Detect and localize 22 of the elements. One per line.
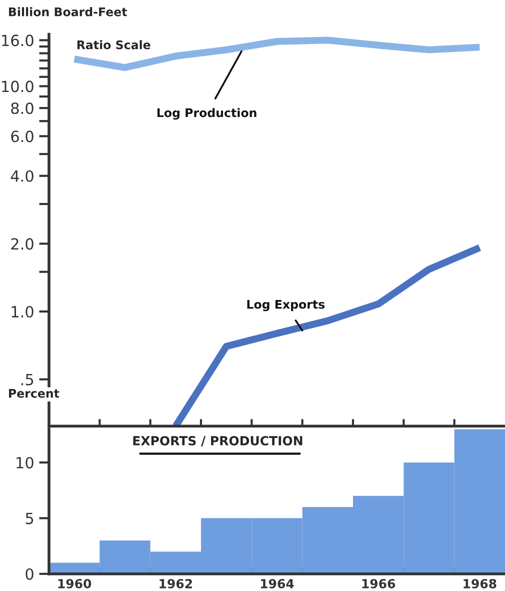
y-tick-label: 8.0 — [11, 102, 34, 114]
x-tick-label: 1966 — [362, 578, 396, 588]
text: Log Production — [157, 108, 256, 120]
annotation: Ratio Scale — [77, 40, 150, 50]
x-tick-label: 1960 — [58, 578, 92, 588]
y-axis-title: Billion Board-Feet — [9, 7, 127, 16]
chart-title: EXPORTS / PRODUCTION — [133, 436, 302, 446]
y-tick-label: 10.0 — [2, 80, 34, 92]
y-tick-label: 2.0 — [11, 238, 34, 250]
y-tick-label: 10 — [16, 456, 34, 468]
y-tick-label: 16.0 — [2, 34, 34, 46]
y-axis-title: Percent — [9, 389, 60, 398]
y-tick-label: .5 — [21, 374, 34, 386]
x-tick-label: 1964 — [261, 578, 294, 588]
series-label: Log Exports — [247, 300, 325, 312]
x-tick-label: 1962 — [160, 578, 192, 588]
y-tick-label: 6.0 — [11, 130, 34, 142]
y-tick-label: 5 — [26, 512, 34, 524]
y-tick-label: 1.0 — [12, 306, 34, 318]
y-tick-label: 0 — [26, 568, 34, 580]
x-tick-label: 1968 — [464, 578, 496, 588]
y-tick-label: 4.0 — [10, 170, 34, 182]
